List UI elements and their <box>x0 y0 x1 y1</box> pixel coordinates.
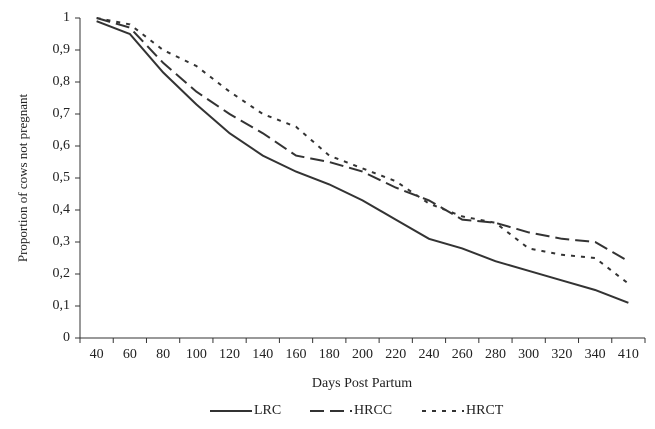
line-series <box>96 17 629 285</box>
y-tick-label: 0 <box>63 330 70 345</box>
x-tick-label: 280 <box>485 347 506 362</box>
line-series <box>96 20 629 304</box>
y-tick-label: 0,4 <box>53 202 71 217</box>
y-axis-label: Proportion of cows not pregnant <box>15 93 30 262</box>
x-tick-label: 80 <box>156 347 170 362</box>
x-tick-label: 180 <box>319 347 340 362</box>
y-tick-label: 0,3 <box>53 234 71 249</box>
x-tick-label: 40 <box>90 347 104 362</box>
legend-label: HRCC <box>354 403 392 418</box>
x-tick-label: 320 <box>551 347 572 362</box>
x-tick-label: 200 <box>352 347 373 362</box>
y-tick-label: 0,7 <box>53 106 71 121</box>
y-tick-label: 0,1 <box>53 298 71 313</box>
y-tick-label: 0,9 <box>53 42 71 57</box>
x-tick-label: 160 <box>286 347 307 362</box>
x-tick-label: 140 <box>252 347 273 362</box>
x-tick-label: 100 <box>186 347 207 362</box>
x-tick-label: 120 <box>219 347 240 362</box>
y-tick-label: 0,8 <box>53 74 71 89</box>
x-tick-label: 240 <box>418 347 439 362</box>
y-tick-label: 0,2 <box>53 266 71 281</box>
line-series <box>96 17 629 263</box>
x-axis-label: Days Post Partum <box>312 376 412 391</box>
x-tick-label: 260 <box>452 347 473 362</box>
x-tick-label: 300 <box>518 347 539 362</box>
y-tick-label: 0,6 <box>53 138 71 153</box>
y-tick-label: 0,5 <box>53 170 71 185</box>
x-tick-label: 340 <box>585 347 606 362</box>
x-tick-label: 60 <box>123 347 137 362</box>
x-tick-label: 410 <box>618 347 639 362</box>
y-tick-label: 1 <box>63 10 70 25</box>
legend-label: HRCT <box>466 403 504 418</box>
x-tick-label: 220 <box>385 347 406 362</box>
legend-label: LRC <box>254 403 281 418</box>
